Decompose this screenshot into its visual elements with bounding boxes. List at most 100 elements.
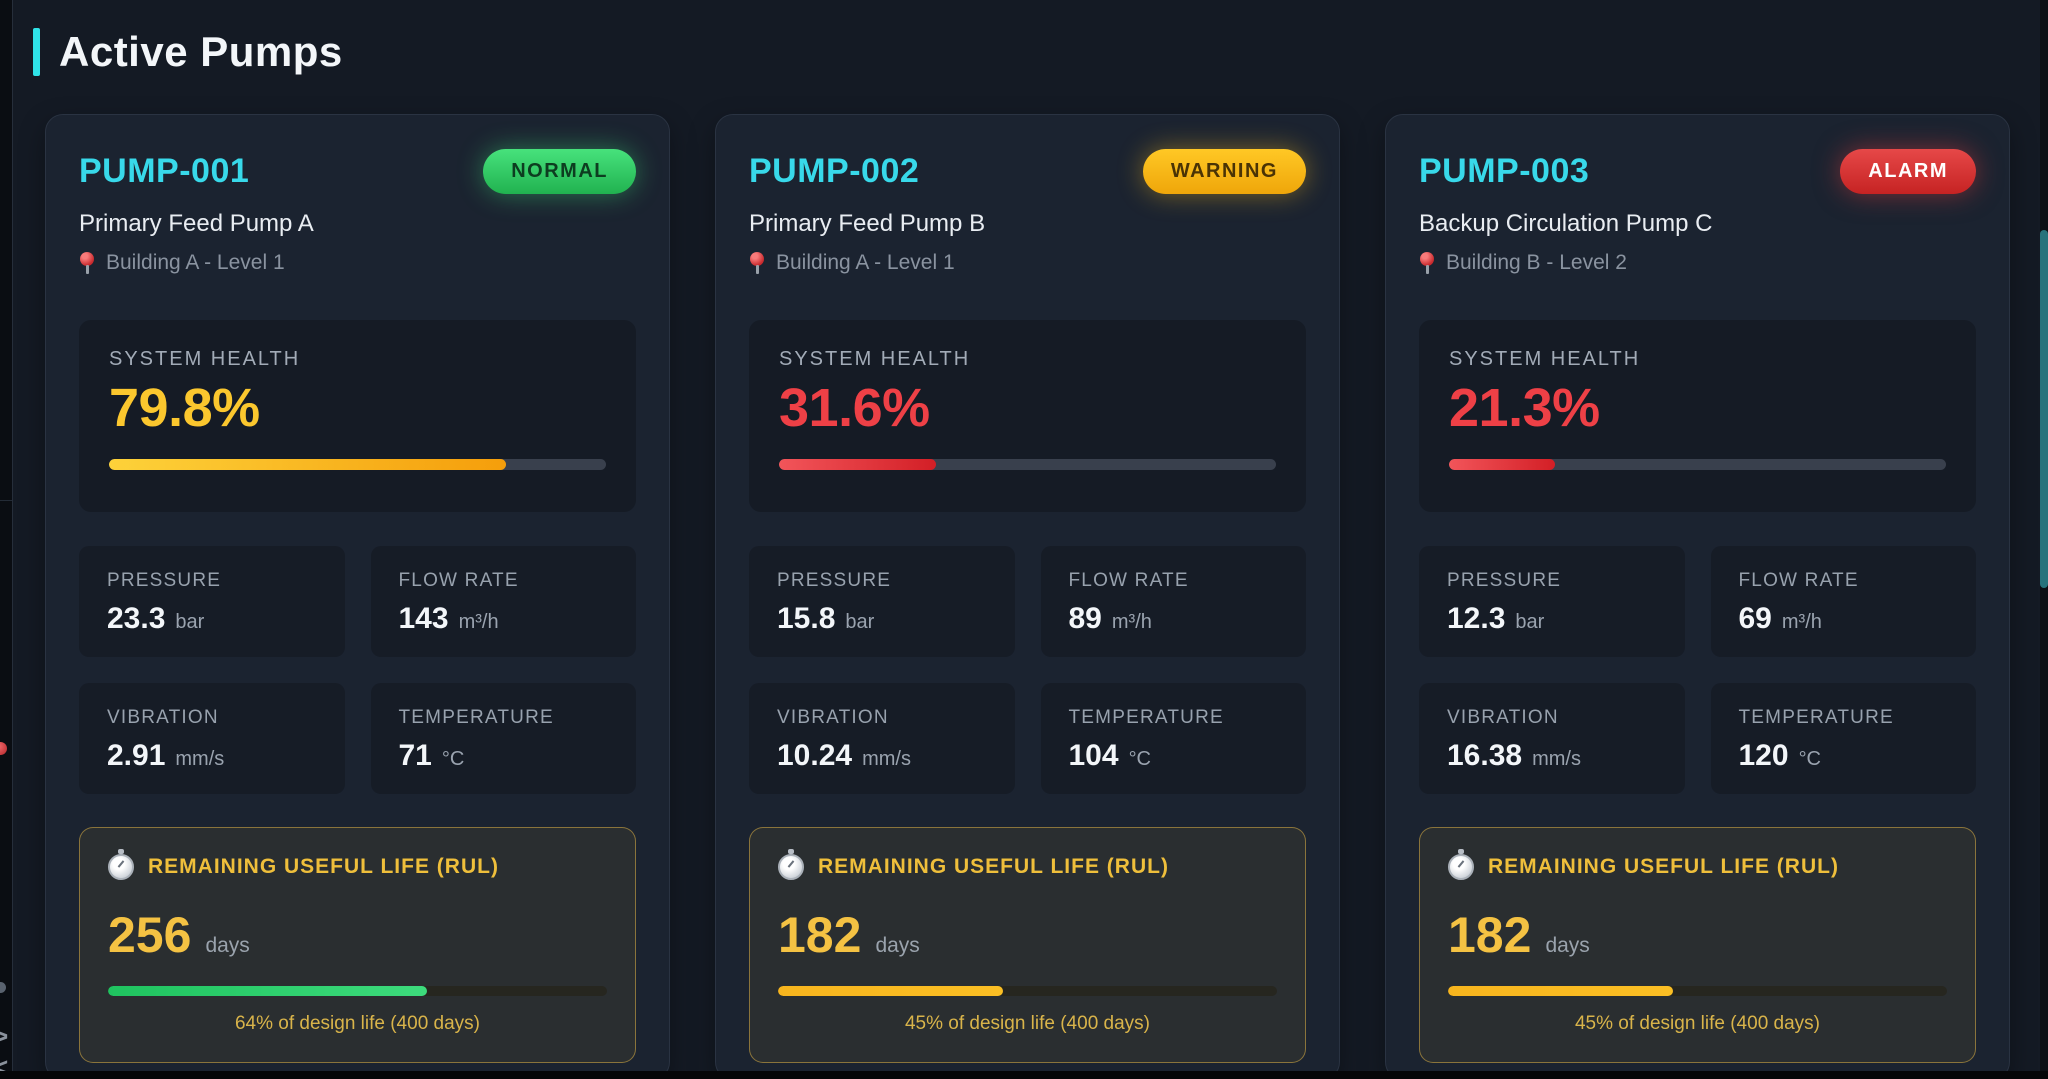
rul-days-value: 182 — [778, 907, 862, 963]
rul-progress-fill — [1448, 986, 1673, 996]
rul-value-row: 182 days — [778, 906, 1277, 964]
rul-note: 45% of design life (400 days) — [904, 1013, 1151, 1034]
rul-title: REMAINING USEFUL LIFE (RUL) — [818, 855, 1169, 878]
metric-value: 16.38 — [1447, 739, 1523, 772]
metric-unit: m³/h — [458, 611, 499, 633]
pump-cards-row: PUMP-001 NORMAL Primary Feed Pump A Buil… — [45, 114, 2048, 1079]
stopwatch-icon — [1448, 849, 1474, 880]
metric-tile-temperature: TEMPERATURE 71 °C — [370, 683, 636, 794]
collapsed-side-panel: >< — [0, 0, 13, 1079]
system-health-panel: SYSTEM HEALTH 31.6% — [749, 320, 1306, 512]
system-health-label: SYSTEM HEALTH — [779, 348, 971, 370]
metric-label: FLOW RATE — [1068, 570, 1189, 591]
pump-card-3: PUMP-003 ALARM Backup Circulation Pump C… — [1385, 114, 2010, 1079]
metric-value: 104 — [1068, 739, 1119, 772]
collapse-handle-icon[interactable]: >< — [0, 1021, 12, 1079]
health-progress-bar — [779, 459, 1276, 470]
pump-location: Building A - Level 1 — [749, 251, 1306, 275]
metric-value: 15.8 — [777, 602, 836, 635]
rul-value-row: 182 days — [1448, 906, 1947, 964]
system-health-label: SYSTEM HEALTH — [1449, 348, 1641, 370]
pump-location: Building A - Level 1 — [79, 251, 636, 275]
status-badge: ALARM — [1840, 149, 1976, 194]
card-header: PUMP-001 NORMAL — [79, 149, 636, 194]
stopwatch-icon — [778, 849, 804, 880]
rul-value-row: 256 days — [108, 906, 607, 964]
pump-location-label: Building A - Level 1 — [776, 251, 955, 274]
metric-tile-temperature: TEMPERATURE 104 °C — [1040, 683, 1306, 794]
metric-value: 2.91 — [107, 739, 166, 772]
metric-label: FLOW RATE — [1738, 570, 1859, 591]
metric-label: VIBRATION — [107, 707, 219, 728]
metric-value: 10.24 — [777, 739, 853, 772]
health-progress-fill — [109, 459, 506, 470]
rul-title: REMAINING USEFUL LIFE (RUL) — [1488, 855, 1839, 878]
metric-unit: bar — [175, 611, 205, 633]
metric-tile-temperature: TEMPERATURE 120 °C — [1710, 683, 1976, 794]
metric-unit: mm/s — [175, 748, 225, 770]
metric-unit: °C — [441, 748, 465, 770]
system-health-panel: SYSTEM HEALTH 21.3% — [1419, 320, 1976, 512]
metric-value: 143 — [398, 602, 449, 635]
metric-tile-flow-rate: FLOW RATE 143 m³/h — [370, 546, 636, 657]
stopwatch-icon — [108, 849, 134, 880]
health-progress-bar — [1449, 459, 1946, 470]
metric-tile-vibration: VIBRATION 16.38 mm/s — [1419, 683, 1685, 794]
pump-id: PUMP-003 — [1419, 152, 1590, 190]
location-pin-icon — [1419, 251, 1435, 275]
metric-tile-pressure: PRESSURE 23.3 bar — [79, 546, 345, 657]
metric-tile-flow-rate: FLOW RATE 69 m³/h — [1710, 546, 1976, 657]
metric-label: TEMPERATURE — [1068, 707, 1224, 728]
metric-unit: °C — [1798, 748, 1822, 770]
card-header: PUMP-003 ALARM — [1419, 149, 1976, 194]
rul-days-value: 256 — [108, 907, 192, 963]
notification-dot-gray — [0, 982, 6, 993]
metric-tile-pressure: PRESSURE 12.3 bar — [1419, 546, 1685, 657]
metric-tile-vibration: VIBRATION 2.91 mm/s — [79, 683, 345, 794]
rul-panel: REMAINING USEFUL LIFE (RUL) 182 days 45%… — [1419, 827, 1976, 1063]
metric-unit: m³/h — [1111, 611, 1152, 633]
rul-days-unit: days — [205, 934, 250, 957]
metric-unit: bar — [845, 611, 875, 633]
rul-progress-bar — [108, 986, 607, 996]
rul-header: REMAINING USEFUL LIFE (RUL) — [108, 849, 607, 880]
metric-tile-flow-rate: FLOW RATE 89 m³/h — [1040, 546, 1306, 657]
rul-header: REMAINING USEFUL LIFE (RUL) — [1448, 849, 1947, 880]
status-badge: WARNING — [1142, 149, 1306, 194]
pump-card-1: PUMP-001 NORMAL Primary Feed Pump A Buil… — [45, 114, 670, 1079]
rul-days-unit: days — [875, 934, 920, 957]
location-pin-icon — [79, 251, 95, 275]
metric-tile-vibration: VIBRATION 10.24 mm/s — [749, 683, 1015, 794]
rul-title: REMAINING USEFUL LIFE (RUL) — [148, 855, 499, 878]
rul-progress-bar — [1448, 986, 1947, 996]
metric-value: 120 — [1738, 739, 1789, 772]
metric-label: PRESSURE — [777, 570, 892, 591]
pump-name: Primary Feed Pump B — [749, 210, 986, 237]
rul-days-unit: days — [1545, 934, 1590, 957]
pump-location: Building B - Level 2 — [1419, 251, 1976, 275]
metric-unit: mm/s — [1532, 748, 1581, 770]
system-health-value: 21.3% — [1449, 378, 1600, 438]
system-health-value: 79.8% — [109, 378, 260, 438]
system-health-label: SYSTEM HEALTH — [109, 348, 301, 370]
title-accent-bar — [33, 28, 40, 76]
rul-header: REMAINING USEFUL LIFE (RUL) — [778, 849, 1277, 880]
metrics-grid: PRESSURE 15.8 bar FLOW RATE 89 m³/h VIBRAT… — [749, 546, 1306, 794]
pump-location-label: Building B - Level 2 — [1446, 251, 1627, 274]
metric-value: 69 — [1738, 602, 1772, 635]
status-badge: NORMAL — [483, 149, 636, 194]
metric-unit: °C — [1128, 748, 1152, 770]
rul-progress-fill — [108, 986, 428, 996]
metric-label: PRESSURE — [1447, 570, 1562, 591]
scrollbar-thumb[interactable] — [2040, 230, 2048, 588]
metric-value: 12.3 — [1447, 602, 1506, 635]
metric-tile-pressure: PRESSURE 15.8 bar — [749, 546, 1015, 657]
side-panel-divider — [0, 500, 12, 501]
metrics-grid: PRESSURE 23.3 bar FLOW RATE 143 m³/h VIBRA… — [79, 546, 636, 794]
pump-name: Primary Feed Pump A — [79, 210, 314, 237]
vertical-scrollbar[interactable] — [2040, 0, 2048, 1079]
page-header: Active Pumps — [33, 24, 2048, 80]
card-header: PUMP-002 WARNING — [749, 149, 1306, 194]
metric-label: TEMPERATURE — [1738, 707, 1894, 728]
